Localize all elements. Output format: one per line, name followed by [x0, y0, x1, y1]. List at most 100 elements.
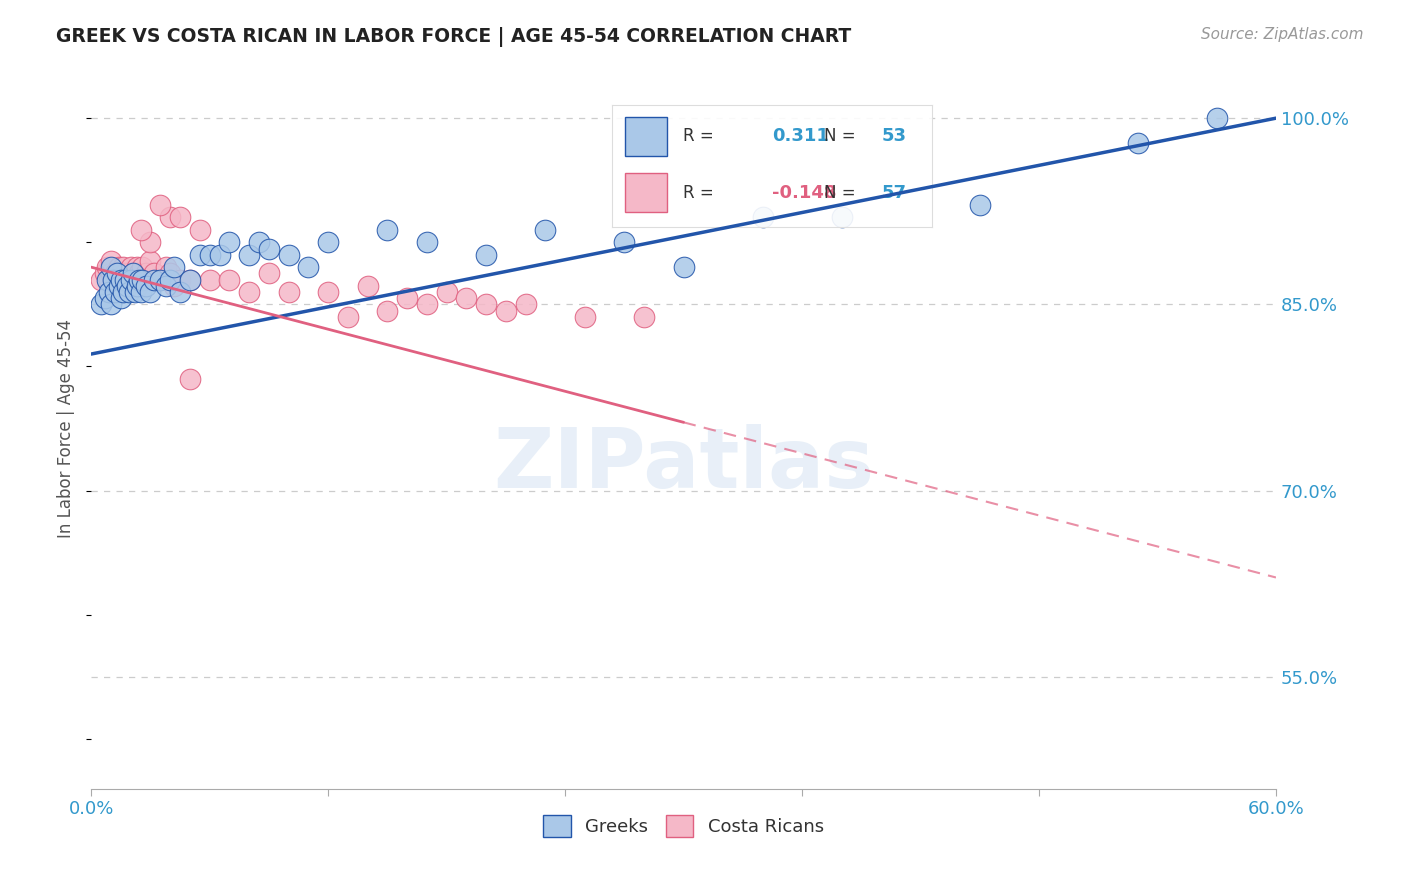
Point	[107, 278, 129, 293]
Point	[169, 272, 191, 286]
Point	[97, 272, 120, 286]
Point	[107, 260, 129, 274]
Point	[169, 211, 191, 225]
Point	[135, 278, 157, 293]
Y-axis label: In Labor Force | Age 45-54: In Labor Force | Age 45-54	[58, 319, 75, 538]
Point	[336, 310, 359, 324]
Point	[198, 272, 221, 286]
Text: Source: ZipAtlas.com: Source: ZipAtlas.com	[1201, 27, 1364, 42]
Point	[105, 266, 128, 280]
Point	[316, 235, 339, 250]
Point	[613, 235, 636, 250]
Point	[101, 272, 124, 286]
Point	[120, 260, 142, 274]
Point	[257, 266, 280, 280]
Point	[163, 278, 186, 293]
Point	[356, 278, 378, 293]
Point	[179, 372, 201, 386]
Point	[633, 310, 655, 324]
Point	[101, 272, 124, 286]
Point	[574, 310, 596, 324]
Point	[121, 266, 143, 280]
Point	[128, 272, 150, 286]
Point	[131, 260, 153, 274]
Point	[436, 285, 458, 299]
Point	[110, 291, 132, 305]
Point	[110, 272, 132, 286]
Point	[143, 272, 166, 286]
Point	[377, 223, 399, 237]
Point	[94, 291, 117, 305]
Point	[495, 303, 517, 318]
Point	[751, 211, 773, 225]
Point	[124, 272, 146, 286]
Point	[377, 303, 399, 318]
Point	[104, 266, 127, 280]
Point	[100, 254, 122, 268]
Point	[969, 198, 991, 212]
Point	[155, 278, 177, 293]
Point	[149, 272, 172, 286]
Point	[96, 272, 118, 286]
Point	[238, 285, 260, 299]
Point	[238, 248, 260, 262]
Point	[139, 285, 162, 299]
Point	[115, 272, 138, 286]
Point	[125, 260, 148, 274]
Text: ZIPatlas: ZIPatlas	[494, 424, 875, 505]
Point	[118, 266, 141, 280]
Point	[416, 297, 439, 311]
Point	[111, 260, 134, 274]
Point	[100, 297, 122, 311]
Point	[188, 223, 211, 237]
Point	[534, 223, 557, 237]
Point	[416, 235, 439, 250]
Point	[188, 248, 211, 262]
Point	[831, 211, 853, 225]
Point	[316, 285, 339, 299]
Point	[149, 272, 172, 286]
Point	[169, 285, 191, 299]
Point	[131, 272, 153, 286]
Point	[114, 272, 136, 286]
Point	[125, 278, 148, 293]
Point	[163, 260, 186, 274]
Point	[115, 278, 138, 293]
Point	[129, 223, 152, 237]
Point	[97, 285, 120, 299]
Point	[208, 248, 231, 262]
Point	[1205, 111, 1227, 125]
Point	[515, 297, 537, 311]
Point	[100, 266, 122, 280]
Point	[218, 235, 240, 250]
Point	[218, 272, 240, 286]
Point	[111, 285, 134, 299]
Point	[149, 198, 172, 212]
Point	[247, 235, 270, 250]
Point	[1126, 136, 1149, 150]
Point	[396, 291, 419, 305]
Point	[159, 211, 181, 225]
Point	[129, 272, 152, 286]
Text: GREEK VS COSTA RICAN IN LABOR FORCE | AGE 45-54 CORRELATION CHART: GREEK VS COSTA RICAN IN LABOR FORCE | AG…	[56, 27, 852, 46]
Point	[672, 260, 695, 274]
Point	[104, 285, 127, 299]
Point	[121, 266, 143, 280]
Point	[90, 272, 112, 286]
Point	[90, 297, 112, 311]
Point	[110, 272, 132, 286]
Point	[124, 285, 146, 299]
Point	[96, 260, 118, 274]
Point	[110, 266, 132, 280]
Point	[257, 242, 280, 256]
Point	[114, 266, 136, 280]
Point	[159, 266, 181, 280]
Point	[297, 260, 319, 274]
Point	[100, 260, 122, 274]
Legend: Greeks, Costa Ricans: Greeks, Costa Ricans	[536, 808, 831, 845]
Point	[139, 235, 162, 250]
Point	[277, 248, 299, 262]
Point	[128, 266, 150, 280]
Point	[475, 297, 498, 311]
Point	[143, 266, 166, 280]
